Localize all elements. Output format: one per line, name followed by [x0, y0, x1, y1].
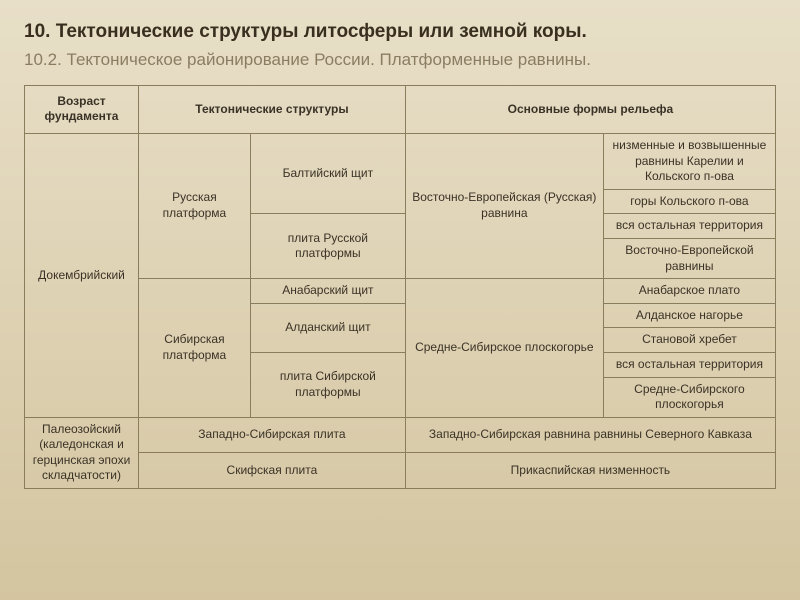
tectonic-table: Возраст фундамента Тектонические структу… — [24, 85, 776, 489]
cell-east-european-plains: Восточно-Европейской равнины — [603, 238, 775, 278]
header-structures: Тектонические структуры — [139, 85, 406, 133]
cell-precambrian: Докембрийский — [25, 133, 139, 417]
page-subtitle: 10.2. Тектоническое районирование России… — [24, 49, 776, 71]
cell-kola-mountains: горы Кольского п-ова — [603, 189, 775, 214]
cell-rest-territory2: вся остальная территория — [603, 352, 775, 377]
cell-russian-platform: Русская платформа — [139, 133, 251, 278]
table-row: Докембрийский Русская платформа Балтийск… — [25, 133, 776, 189]
cell-stanovoy-ridge: Становой хребет — [603, 328, 775, 353]
cell-aldan-highlands: Алданское нагорье — [603, 303, 775, 328]
cell-rest-territory1: вся остальная территория — [603, 214, 775, 239]
cell-paleozoic: Палеозойский (каледонская и герцинская э… — [25, 417, 139, 488]
cell-west-siberian-plate: Западно-Сибирская плита — [139, 417, 406, 453]
cell-caspian-lowland: Прикаспийская низменность — [405, 453, 775, 489]
cell-anabar-plateau: Анабарское плато — [603, 279, 775, 304]
cell-aldan-shield: Алданский щит — [250, 303, 405, 352]
cell-west-siberian-plain: Западно-Сибирская равнина равнины Северн… — [405, 417, 775, 453]
table-header-row: Возраст фундамента Тектонические структу… — [25, 85, 776, 133]
cell-siberian-platform: Сибирская платформа — [139, 279, 251, 418]
cell-anabar-shield: Анабарский щит — [250, 279, 405, 304]
table-row: Палеозойский (каледонская и герцинская э… — [25, 417, 776, 453]
cell-siberian-plate: плита Сибирской платформы — [250, 352, 405, 417]
cell-mid-siberian-plateau: Средне-Сибирское плоскогорье — [405, 279, 603, 418]
page-title: 10. Тектонические структуры литосферы ил… — [24, 20, 776, 45]
cell-mid-siberian-plateaus: Средне-Сибирского плоскогорья — [603, 377, 775, 417]
cell-baltic-shield: Балтийский щит — [250, 133, 405, 213]
cell-russian-plate: плита Русской платформы — [250, 214, 405, 279]
cell-east-european-plain: Восточно-Европейская (Русская) равнина — [405, 133, 603, 278]
cell-karelia-kola: низменные и возвышенные равнины Карелии … — [603, 133, 775, 189]
header-relief: Основные формы рельефа — [405, 85, 775, 133]
header-age: Возраст фундамента — [25, 85, 139, 133]
cell-scythian-plate: Скифская плита — [139, 453, 406, 489]
